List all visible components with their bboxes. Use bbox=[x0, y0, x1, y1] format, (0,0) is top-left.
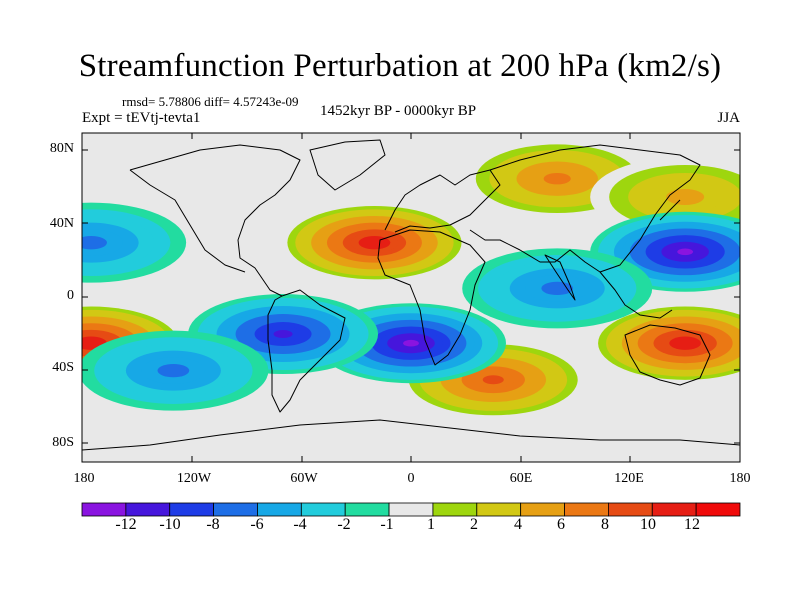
colorbar-swatch bbox=[651, 502, 697, 517]
season-label: JJA bbox=[717, 110, 740, 126]
period-label: 1452kyr BP - 0000kyr BP bbox=[320, 103, 477, 119]
colorbar-label: 2 bbox=[470, 516, 478, 533]
coastline-north-america bbox=[129, 144, 301, 297]
coastline-antarctica bbox=[82, 419, 740, 451]
colorbar-swatch bbox=[300, 502, 346, 517]
colorbar-label: 1 bbox=[427, 516, 435, 533]
colorbar-swatch bbox=[344, 502, 390, 517]
colorbar bbox=[81, 502, 741, 517]
contour-band bbox=[82, 236, 107, 250]
colorbar-swatch bbox=[476, 502, 522, 517]
colorbar-swatch bbox=[388, 502, 434, 517]
colorbar-label: -12 bbox=[115, 516, 137, 533]
lat-tick-label: 40N bbox=[49, 216, 74, 231]
coastline-north-america-west bbox=[129, 169, 246, 273]
coastline-africa bbox=[377, 229, 486, 366]
contour-field bbox=[82, 138, 740, 420]
colorbar-label: 8 bbox=[601, 516, 609, 533]
contour-band bbox=[403, 339, 419, 347]
colorbar-label: 4 bbox=[514, 516, 522, 533]
coastline-asia bbox=[469, 144, 701, 273]
coastline-greenland bbox=[309, 139, 386, 191]
map-area bbox=[82, 133, 740, 462]
experiment-label: Expt = tEVtj-tevta1 bbox=[82, 110, 201, 126]
colorbar-swatch bbox=[564, 502, 609, 517]
lat-tick-label: 0 bbox=[67, 288, 74, 303]
colorbar-label: -6 bbox=[250, 516, 264, 533]
colorbar-swatch bbox=[213, 502, 258, 517]
lat-tick-label: 80N bbox=[49, 141, 74, 156]
colorbar-swatch bbox=[257, 502, 302, 517]
lon-tick-label: 60W bbox=[290, 471, 318, 486]
coastline-south-america bbox=[267, 289, 346, 413]
colorbar-label: -8 bbox=[206, 516, 220, 533]
lon-tick-label: 60E bbox=[509, 471, 533, 486]
contour-band bbox=[677, 248, 694, 256]
coastline-japan bbox=[659, 199, 681, 221]
contour-band bbox=[273, 330, 293, 339]
colorbar-label: -2 bbox=[337, 516, 351, 533]
contour-band bbox=[677, 339, 694, 347]
coastline-australia bbox=[624, 324, 711, 386]
lat-tick-label: 80S bbox=[52, 435, 74, 450]
colorbar-swatch bbox=[169, 502, 215, 517]
colorbar-label: 6 bbox=[557, 516, 565, 533]
chart-title: Streamfunction Perturbation at 200 hPa (… bbox=[78, 48, 722, 84]
lon-tick-label: 120W bbox=[176, 471, 212, 486]
colorbar-swatch bbox=[125, 502, 171, 517]
coastlines bbox=[82, 139, 740, 451]
lon-tick-label: 120E bbox=[614, 471, 644, 486]
colorbar-label: 12 bbox=[684, 516, 700, 533]
colorbar-swatch bbox=[520, 502, 565, 517]
coastline-se-asia bbox=[599, 271, 673, 319]
colorbar-label: -4 bbox=[293, 516, 307, 533]
contour-band bbox=[366, 239, 383, 247]
contour-band bbox=[543, 172, 571, 185]
contour-band bbox=[666, 188, 705, 205]
coastline-india bbox=[544, 254, 576, 301]
colorbar-label: 10 bbox=[640, 516, 656, 533]
contour-band bbox=[83, 339, 100, 347]
contour-band bbox=[482, 375, 504, 385]
colorbar-label: -10 bbox=[159, 516, 181, 533]
colorbar-swatch bbox=[81, 502, 127, 517]
colorbar-swatch bbox=[695, 502, 741, 517]
contour-band bbox=[157, 363, 190, 378]
axis-ticks bbox=[81, 133, 741, 462]
contour-band bbox=[541, 281, 574, 296]
lon-tick-label: 180 bbox=[73, 471, 95, 486]
lon-tick-label: 0 bbox=[407, 471, 415, 486]
lat-tick-label: 40S bbox=[52, 360, 74, 375]
lon-tick-label: 180 bbox=[729, 471, 751, 486]
colorbar-swatch bbox=[608, 502, 653, 517]
colorbar-swatch bbox=[432, 502, 478, 517]
colorbar-label: -1 bbox=[380, 516, 394, 533]
stats-text: rmsd= 5.78806 diff= 4.57243e-09 bbox=[122, 94, 299, 109]
